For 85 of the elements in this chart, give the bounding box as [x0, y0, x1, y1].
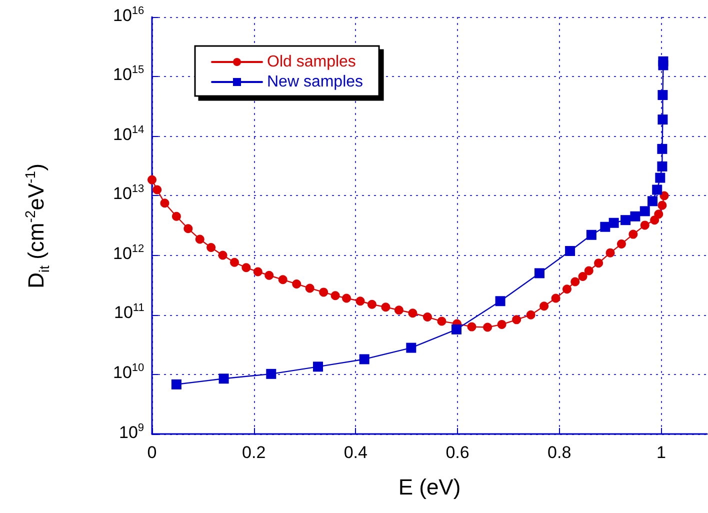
point — [422, 312, 432, 322]
point — [408, 308, 418, 318]
point — [578, 272, 588, 282]
point — [562, 284, 572, 294]
point — [171, 379, 182, 390]
point — [319, 288, 328, 297]
point — [654, 210, 664, 219]
point — [658, 56, 668, 66]
x-axis-title: E (eV) — [398, 474, 461, 500]
x-tick-label: 0.2 — [242, 443, 266, 462]
point — [526, 310, 536, 320]
point — [628, 230, 638, 239]
point — [184, 224, 193, 234]
point — [437, 316, 446, 326]
point — [292, 279, 302, 288]
point — [266, 368, 276, 379]
point — [660, 191, 669, 200]
point — [305, 284, 314, 293]
x-tick-label: 1 — [656, 443, 666, 462]
point — [658, 114, 668, 125]
point — [586, 230, 596, 240]
point — [570, 277, 580, 286]
point — [616, 239, 626, 248]
point — [584, 266, 594, 276]
legend-label: New samples — [267, 74, 364, 90]
point — [218, 250, 228, 260]
point — [451, 324, 462, 334]
point — [359, 354, 370, 364]
x-tick-label: 0.6 — [446, 443, 470, 462]
point — [356, 296, 365, 306]
point — [394, 306, 404, 315]
point — [652, 184, 662, 195]
point — [655, 172, 666, 183]
point — [630, 211, 640, 222]
point — [278, 275, 288, 284]
point — [467, 322, 476, 332]
point — [381, 302, 390, 312]
point — [160, 198, 170, 208]
point — [497, 320, 506, 329]
y-tick-label: 10$^{12}$ — [113, 242, 144, 263]
point — [264, 270, 274, 280]
point — [330, 291, 340, 300]
point — [648, 196, 658, 206]
point — [640, 206, 650, 216]
x-tick-label: 0 — [147, 443, 157, 462]
point — [565, 246, 576, 256]
point — [230, 258, 239, 267]
x-tick-label: 0.4 — [344, 443, 368, 462]
point — [600, 222, 610, 232]
point — [242, 263, 251, 272]
y-tick-label: 10$^{9}$ — [119, 422, 144, 442]
point — [206, 243, 216, 252]
point — [551, 294, 560, 303]
point — [512, 315, 522, 324]
point — [195, 234, 204, 244]
point — [657, 144, 668, 154]
y-tick-label: 10$^{15}$ — [113, 64, 144, 84]
point — [172, 212, 181, 221]
x-tick-label: 0.8 — [548, 443, 572, 462]
point — [606, 248, 615, 258]
y-tick-label: 10$^{11}$ — [114, 302, 144, 322]
point — [312, 362, 323, 372]
y-tick-label: 10$^{13}$ — [113, 183, 144, 204]
point — [640, 220, 650, 230]
point — [367, 300, 376, 309]
point — [483, 322, 492, 332]
point — [658, 90, 668, 100]
point — [608, 218, 619, 228]
point — [658, 200, 667, 210]
point — [540, 302, 549, 311]
point — [406, 342, 416, 353]
point — [657, 161, 668, 172]
point — [534, 268, 544, 278]
point — [218, 374, 229, 384]
y-tick-label: 10$^{16}$ — [113, 4, 144, 24]
point — [342, 294, 352, 303]
point — [620, 215, 631, 226]
point — [148, 175, 156, 184]
point — [594, 258, 604, 268]
y-tick-label: 10$^{14}$ — [113, 124, 144, 144]
legend-label: Old samples — [267, 54, 356, 70]
point — [253, 267, 262, 276]
y-tick-label: 10$^{10}$ — [113, 362, 144, 382]
point — [495, 296, 506, 306]
point — [152, 185, 162, 194]
